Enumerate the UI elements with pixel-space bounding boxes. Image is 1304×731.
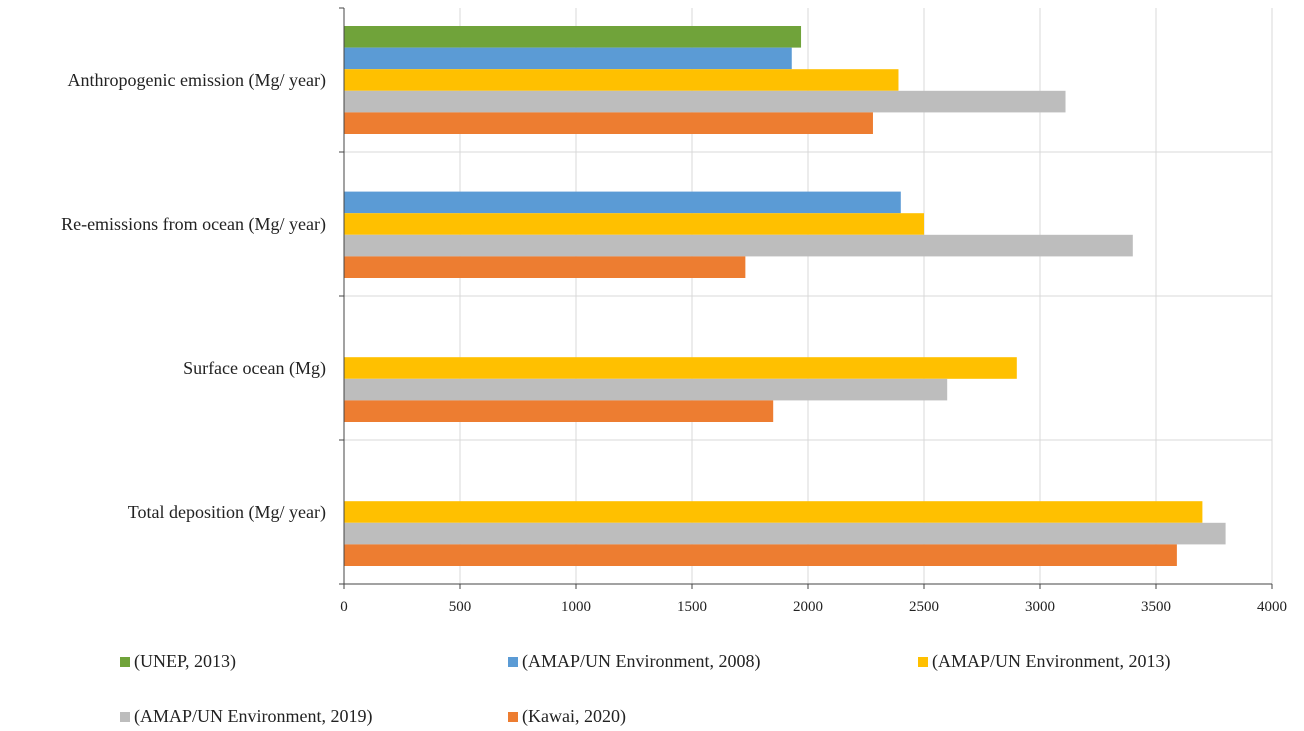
legend: (UNEP, 2013) (AMAP/UN Environment, 2008) (… xyxy=(0,640,1304,731)
bar xyxy=(344,544,1177,566)
labels: 0 500 1000 1500 2000 2500 3000 3500 4000 Anthropo… xyxy=(61,70,1287,615)
legend-item: (AMAP/UN Environment, 2019) xyxy=(120,706,372,727)
x-tick-label: 2500 xyxy=(909,599,939,615)
bar xyxy=(344,378,948,401)
category-label: Total deposition (Mg/ year) xyxy=(128,502,326,523)
bar xyxy=(344,213,924,235)
legend-swatch xyxy=(918,656,928,667)
x-tick-label: 500 xyxy=(449,599,472,615)
bar xyxy=(344,501,1203,523)
bar xyxy=(344,112,873,134)
category-label: Re-emissions from ocean (Mg/ year) xyxy=(61,214,326,235)
bar xyxy=(344,191,901,214)
x-tick-label: 1000 xyxy=(561,599,591,615)
legend-label: (AMAP/UN Environment, 2019) xyxy=(134,706,373,726)
legend-item: (AMAP/UN Environment, 2008) xyxy=(508,651,760,672)
category-label: Anthropogenic emission (Mg/ year) xyxy=(68,70,326,91)
legend-label: (AMAP/UN Environment, 2013) xyxy=(932,651,1171,671)
bar-chart: 0 500 1000 1500 2000 2500 3000 3500 4000 Anthropo… xyxy=(61,7,1287,615)
legend-label: (AMAP/UN Environment, 2008) xyxy=(522,651,761,671)
category-label: Surface ocean (Mg) xyxy=(183,358,326,379)
x-tick-label: 2000 xyxy=(793,599,823,615)
axes xyxy=(339,7,1273,589)
x-tick-label: 3500 xyxy=(1141,599,1171,615)
bar xyxy=(344,256,746,278)
bar xyxy=(344,90,1066,113)
bar xyxy=(344,234,1133,257)
legend-swatch xyxy=(120,656,130,667)
legend-item: (AMAP/UN Environment, 2013) xyxy=(918,651,1170,672)
legend-item: (UNEP, 2013) xyxy=(120,651,236,672)
bar xyxy=(344,400,774,422)
legend-swatch xyxy=(508,656,518,667)
bar xyxy=(344,357,1017,379)
x-tick-label: 4000 xyxy=(1257,599,1287,615)
bar xyxy=(344,47,792,70)
x-tick-label: 3000 xyxy=(1025,599,1055,615)
legend-item: (Kawai, 2020) xyxy=(508,706,626,727)
legend-swatch xyxy=(120,711,130,722)
legend-label: (Kawai, 2020) xyxy=(522,706,626,726)
legend-label: (UNEP, 2013) xyxy=(134,651,236,671)
legend-swatch xyxy=(508,711,518,722)
x-tick-label: 0 xyxy=(340,599,348,615)
bars xyxy=(344,26,1226,566)
bar xyxy=(344,69,899,91)
bar xyxy=(344,26,802,48)
x-tick-label: 1500 xyxy=(677,599,707,615)
bar xyxy=(344,522,1226,545)
